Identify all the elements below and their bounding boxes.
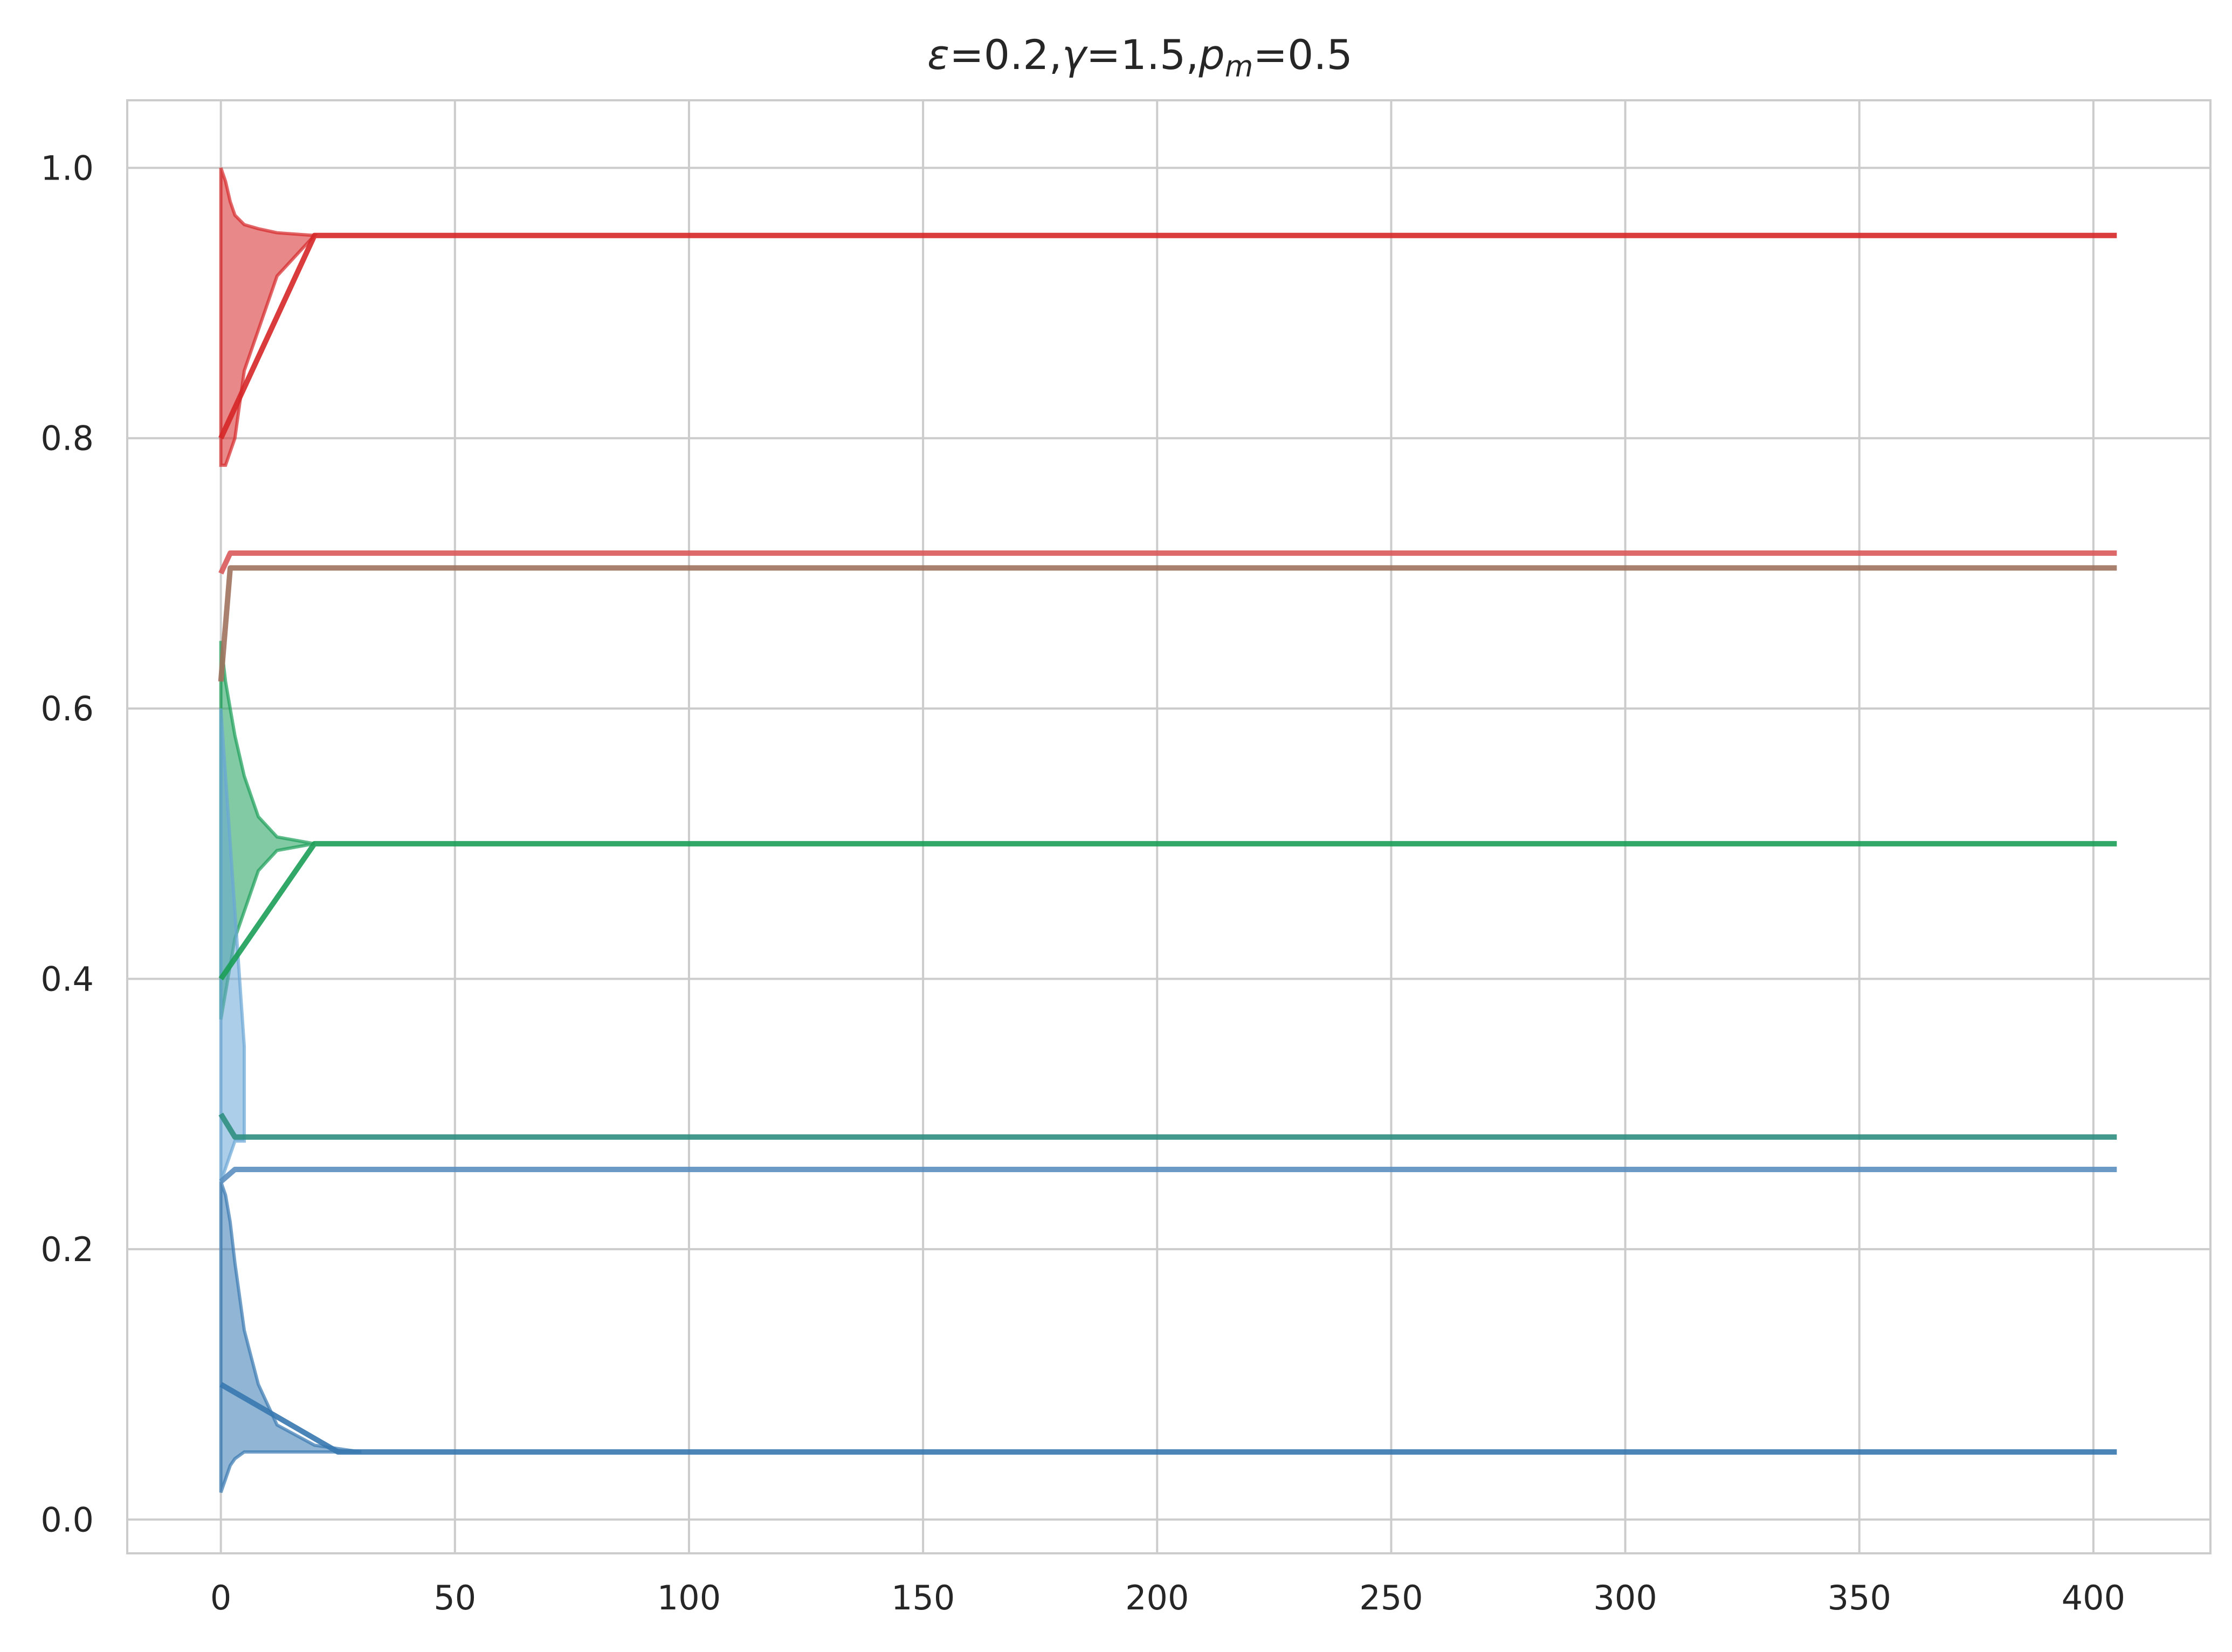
title-epsilon-value: =0.2, xyxy=(949,31,1062,79)
series-line-0 xyxy=(218,232,2117,439)
series-line-4 xyxy=(218,1112,2117,1140)
series-line-2 xyxy=(218,565,2117,682)
x-tick-label-3: 150 xyxy=(891,1578,955,1617)
x-tick-label-0: 0 xyxy=(210,1578,231,1617)
plot-frame xyxy=(126,99,2212,1554)
title-p-symbol: p xyxy=(1198,31,1224,79)
x-tick-label-2: 100 xyxy=(657,1578,721,1617)
title-gamma-value: =1.5, xyxy=(1086,31,1199,79)
y-tick-label-5: 1.0 xyxy=(40,148,94,188)
transient-bands xyxy=(219,167,362,1493)
x-tick-label-5: 250 xyxy=(1359,1578,1423,1617)
x-tick-label-7: 350 xyxy=(1828,1578,1891,1617)
chart-title: ε=0.2,γ=1.5,pm=0.5 xyxy=(927,31,1353,84)
x-tick-label-6: 300 xyxy=(1593,1578,1657,1617)
series-line-3 xyxy=(218,841,2117,981)
transient-band-0 xyxy=(219,167,318,467)
y-tick-label-4: 0.8 xyxy=(40,419,94,458)
title-p-subscript: m xyxy=(1225,50,1253,84)
title-gamma-symbol: γ xyxy=(1062,31,1089,79)
transient-band-3 xyxy=(219,708,246,1182)
x-tick-label-8: 400 xyxy=(2062,1578,2125,1617)
y-tick-labels: 0.0 0.2 0.4 0.6 0.8 1.0 xyxy=(40,148,94,1539)
grid xyxy=(127,100,2210,1553)
x-tick-label-1: 50 xyxy=(433,1578,476,1617)
y-tick-label-1: 0.2 xyxy=(40,1230,94,1269)
series-lines xyxy=(218,232,2117,1455)
y-tick-label-3: 0.6 xyxy=(40,689,94,728)
x-tick-labels: 0 50 100 150 200 250 300 350 400 xyxy=(210,1578,2125,1617)
series-line-1 xyxy=(218,550,2117,575)
series-line-6 xyxy=(219,1382,2117,1455)
title-p-value: =0.5 xyxy=(1253,31,1353,79)
y-tick-label-0: 0.0 xyxy=(40,1500,94,1539)
x-tick-label-4: 200 xyxy=(1125,1578,1189,1617)
y-tick-label-2: 0.4 xyxy=(40,960,94,999)
title-epsilon-symbol: ε xyxy=(927,31,949,79)
series-line-5 xyxy=(219,1167,2117,1184)
